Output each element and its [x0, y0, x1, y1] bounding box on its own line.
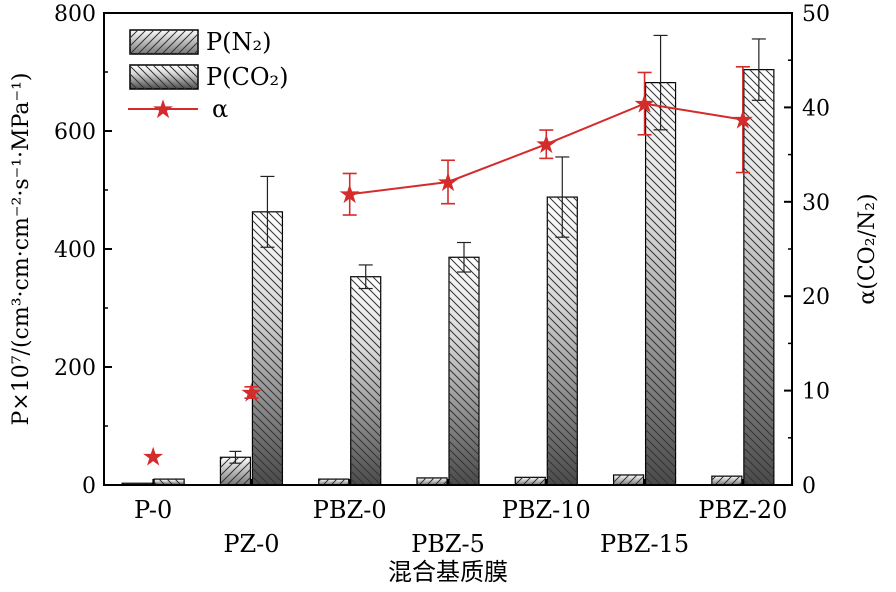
y-tick-label-400: 400	[54, 238, 96, 263]
bar-co2-hatch-PBZ-10	[547, 197, 577, 485]
x-tick-label-PBZ-0: PBZ-0	[313, 496, 387, 524]
bar-co2-hatch-PBZ-15	[646, 83, 676, 485]
legend-label-n2: P(N₂)	[206, 28, 272, 56]
x-tick-label-PBZ-15: PBZ-15	[600, 530, 689, 558]
chart: ★ ★ ★ ★ ★ ★ ★ 0 200 400 600 800 0 10 20 30 40 50 P-0 PZ-0…	[0, 0, 896, 592]
bar-n2-hatch-PBZ-20	[712, 476, 742, 485]
y2-tick-label-0: 0	[802, 474, 816, 499]
legend: P(N₂) P(CO₂) ★ α	[128, 28, 289, 125]
y-tick-label-0: 0	[82, 474, 96, 499]
alpha-point-PBZ-20: ★	[731, 106, 754, 136]
y-tick-label-800: 800	[54, 2, 96, 27]
y-tick-label-600: 600	[54, 120, 96, 145]
y-axis-title: P×10⁷/(cm³·cm·cm⁻²·s⁻¹·MPa⁻¹)	[9, 72, 34, 425]
bar-n2-hatch-PBZ-15	[614, 475, 644, 485]
alpha-point-PBZ-15: ★	[633, 90, 656, 120]
y2-tick-label-10: 10	[802, 380, 830, 405]
alpha-point-P-0: ★	[141, 443, 164, 473]
x-axis-title: 混合基质膜	[388, 558, 508, 586]
alpha-point-PBZ-0: ★	[338, 180, 361, 210]
x-tick-label-PZ-0: PZ-0	[223, 530, 279, 558]
legend-star-icon: ★	[151, 95, 174, 125]
y2-tick-label-40: 40	[802, 96, 830, 121]
x-category-labels: P-0 PZ-0 PBZ-0 PBZ-5 PBZ-10 PBZ-15 PBZ-20	[134, 479, 787, 558]
x-tick-label-PBZ-5: PBZ-5	[411, 530, 485, 558]
alpha-point-PBZ-10: ★	[535, 130, 558, 160]
legend-label-alpha: α	[212, 95, 228, 123]
alpha-point-PBZ-5: ★	[436, 168, 459, 198]
bar-co2-hatch-PZ-0	[252, 212, 282, 485]
bar-n2-hatch-PBZ-10	[515, 477, 545, 485]
x-tick-label-PBZ-10: PBZ-10	[502, 496, 591, 524]
y2-axis-title: α(CO₂/N₂)	[855, 193, 880, 304]
y2-tick-label-50: 50	[802, 2, 830, 27]
y2-tick-label-20: 20	[802, 285, 830, 310]
alpha-point-PZ-0: ★	[240, 378, 263, 408]
bar-co2-hatch-PBZ-0	[351, 277, 381, 485]
y-tick-label-200: 200	[54, 356, 96, 381]
y2-tick-label-30: 30	[802, 191, 830, 216]
legend-label-co2: P(CO₂)	[206, 63, 289, 91]
x-tick-label-P-0: P-0	[134, 496, 172, 524]
bar-n2-hatch-PBZ-5	[417, 478, 447, 485]
bar-co2-hatch-PBZ-5	[449, 257, 479, 485]
x-tick-label-PBZ-20: PBZ-20	[698, 496, 787, 524]
